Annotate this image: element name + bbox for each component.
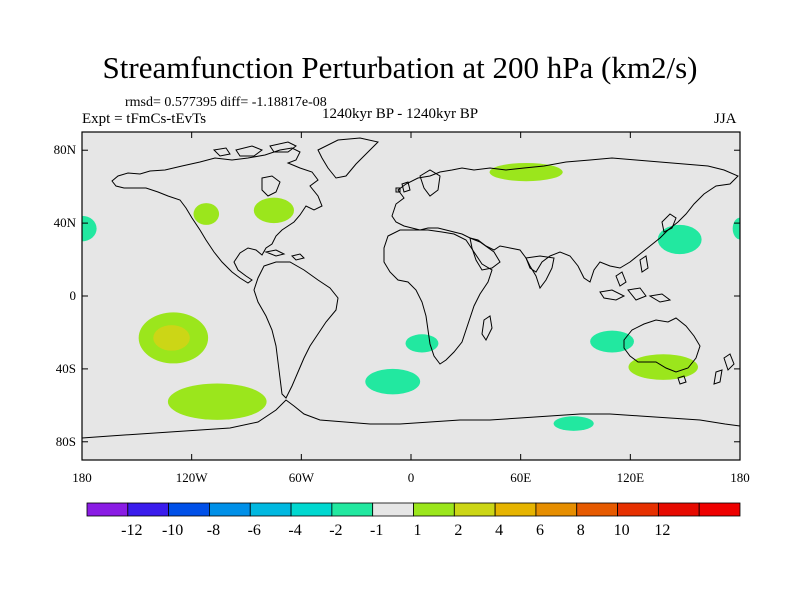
colorbar-swatch — [372, 502, 414, 517]
colorbar: -12 -10 -8 -6 -4 -2 -1 1 2 4 6 8 10 12 — [86, 502, 741, 539]
longitude-axis: 180 120W 60W 0 60E 120E 180 — [72, 132, 750, 485]
season-label: JJA — [714, 111, 737, 127]
coast-scandinavia — [419, 169, 441, 197]
anomaly-s-atlantic-a — [405, 334, 439, 353]
coast-hudson-bay — [261, 175, 281, 197]
coast-india — [525, 255, 555, 290]
coast-north-america — [111, 147, 323, 284]
coast-indonesia — [599, 271, 672, 303]
anomaly-australia-south — [628, 354, 698, 380]
anomaly-s-pacific-inner — [153, 325, 190, 351]
stats-label: rmsd= 0.577395 diff= -1.18817e-08 — [125, 95, 327, 110]
colorbar-label: 2 — [454, 522, 462, 539]
coast-madagascar — [481, 315, 493, 341]
lon-tick-label: 0 — [408, 470, 415, 485]
lon-tick-label: 120W — [176, 470, 209, 485]
lon-tick-label: 60W — [289, 470, 315, 485]
colorbar-label: 10 — [614, 522, 630, 539]
colorbar-swatch — [290, 502, 333, 517]
period-label: 1240kyr BP - 1240kyr BP — [322, 106, 479, 122]
latitude-axis: 80N 40N 0 40S 80S — [54, 142, 740, 449]
colorbar-label: 12 — [654, 522, 670, 539]
colorbar-swatch — [413, 502, 455, 517]
lat-tick-label: 80N — [54, 142, 77, 157]
colorbar-swatch — [535, 502, 578, 517]
lon-tick-label: 180 — [730, 470, 750, 485]
anomaly-n-pacific-west-edge — [82, 215, 97, 242]
colorbar-label: -2 — [329, 522, 342, 539]
anomaly-s-atlantic-b — [365, 368, 421, 395]
experiment-label: Expt = tFmCs-tEvTs — [82, 111, 207, 127]
colorbar-swatch — [249, 502, 292, 517]
colorbar-swatch — [494, 502, 537, 517]
anomaly-s-pacific-south — [167, 383, 267, 420]
coast-arabia — [469, 237, 501, 271]
colorbar-label: 1 — [414, 522, 422, 539]
colorbar-label: -1 — [370, 522, 383, 539]
colorbar-swatch — [698, 502, 741, 517]
coast-antarctica — [81, 399, 741, 439]
lat-tick-label: 0 — [70, 288, 77, 303]
colorbar-label: -8 — [207, 522, 220, 539]
colorbar-label: -6 — [248, 522, 261, 539]
colorbar-swatch — [209, 502, 251, 517]
lon-tick-label: 120E — [617, 470, 645, 485]
coast-africa — [383, 229, 493, 365]
colorbar-label: 6 — [536, 522, 544, 539]
coast-new-zealand — [713, 353, 735, 385]
coast-arctic-islands — [212, 141, 297, 157]
lat-tick-label: 40S — [56, 361, 76, 376]
anomaly-ne-north-america — [253, 197, 295, 224]
colorbar-label: -12 — [121, 522, 142, 539]
colorbar-swatch — [453, 502, 496, 517]
colorbar-label: -10 — [162, 522, 183, 539]
colorbar-label: 8 — [577, 522, 585, 539]
coast-eurasia — [391, 157, 739, 283]
plot-title: Streamfunction Perturbation at 200 hPa (… — [102, 50, 698, 85]
anomaly-w-north-america — [193, 203, 220, 225]
coast-philippines — [639, 255, 649, 273]
anomaly-ne-australia-sea — [590, 330, 634, 353]
coast-greenland — [317, 137, 379, 179]
anomaly-nw-pacific — [657, 224, 702, 255]
colorbar-swatch — [86, 502, 129, 517]
anomaly-southern-ocean — [553, 416, 594, 431]
colorbar-swatch — [617, 502, 659, 517]
coast-japan — [661, 213, 677, 233]
coast-south-america — [253, 261, 339, 399]
lon-tick-label: 180 — [72, 470, 92, 485]
lat-tick-label: 40N — [54, 215, 77, 230]
coast-british-isles — [395, 181, 411, 193]
lat-tick-label: 80S — [56, 434, 76, 449]
colorbar-swatch — [576, 502, 618, 517]
anomaly-siberia — [489, 162, 563, 182]
colorbar-label: -4 — [288, 522, 301, 539]
anomaly-layer — [82, 162, 740, 431]
colorbar-swatch — [127, 502, 170, 517]
colorbar-swatch — [657, 502, 700, 517]
colorbar-label: 4 — [495, 522, 503, 539]
coast-tasmania — [677, 375, 687, 385]
coast-australia — [623, 317, 701, 373]
coast-caribbean — [264, 249, 305, 261]
coastlines — [81, 137, 741, 439]
colorbar-swatch — [331, 502, 374, 517]
colorbar-swatch — [168, 502, 210, 517]
lon-tick-label: 60E — [510, 470, 531, 485]
